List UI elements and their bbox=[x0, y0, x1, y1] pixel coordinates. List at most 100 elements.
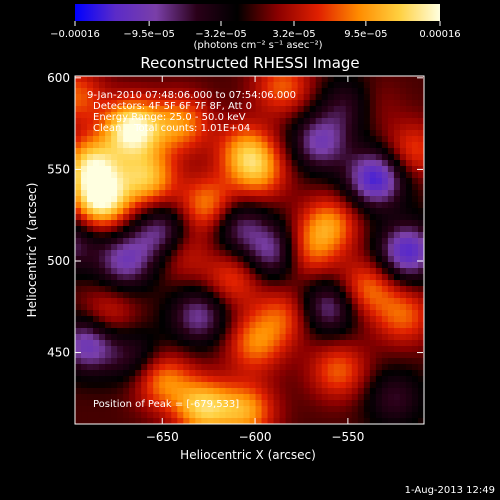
heatmap-cell bbox=[387, 406, 395, 413]
heatmap-cell bbox=[357, 184, 365, 191]
heatmap-cell bbox=[219, 232, 227, 239]
heatmap-cell bbox=[177, 340, 184, 347]
heatmap-cell bbox=[417, 88, 424, 95]
heatmap-cell bbox=[249, 196, 257, 203]
heatmap-cell bbox=[99, 394, 106, 401]
heatmap-cell bbox=[243, 412, 251, 419]
heatmap-cell bbox=[303, 382, 311, 389]
heatmap-cell bbox=[321, 88, 329, 95]
heatmap-cell bbox=[279, 376, 287, 383]
heatmap-cell bbox=[339, 190, 347, 197]
heatmap-cell bbox=[117, 418, 124, 424]
heatmap-cell bbox=[255, 388, 263, 395]
heatmap-cell bbox=[279, 280, 287, 287]
heatmap-cell bbox=[135, 214, 142, 221]
heatmap-cell bbox=[111, 394, 118, 401]
heatmap-cell bbox=[273, 142, 281, 149]
heatmap-cell bbox=[207, 280, 214, 287]
heatmap-cell bbox=[213, 400, 221, 407]
heatmap-cell bbox=[255, 358, 263, 365]
heatmap-cell bbox=[375, 400, 383, 407]
heatmap-cell bbox=[405, 118, 413, 125]
heatmap-cell bbox=[375, 136, 383, 143]
heatmap-cell bbox=[147, 382, 154, 389]
heatmap-cell bbox=[207, 160, 214, 167]
heatmap-cell bbox=[393, 364, 401, 371]
heatmap-cell bbox=[213, 166, 221, 173]
heatmap-cell bbox=[369, 316, 377, 323]
heatmap-cell bbox=[171, 88, 178, 95]
heatmap-cell bbox=[279, 238, 287, 245]
heatmap-cell bbox=[87, 160, 94, 167]
heatmap-cell bbox=[111, 346, 118, 353]
heatmap-cell bbox=[183, 76, 190, 83]
heatmap-cell bbox=[327, 202, 335, 209]
heatmap-cell bbox=[291, 178, 299, 185]
heatmap-cell bbox=[267, 358, 275, 365]
heatmap-cell bbox=[291, 94, 299, 101]
heatmap-cell bbox=[339, 148, 347, 155]
heatmap-cell bbox=[111, 190, 118, 197]
heatmap-cell bbox=[297, 406, 305, 413]
heatmap-cell bbox=[345, 382, 353, 389]
heatmap-cell bbox=[207, 274, 214, 281]
heatmap-cell bbox=[93, 124, 100, 131]
heatmap-cell bbox=[321, 130, 329, 137]
heatmap-cell bbox=[303, 280, 311, 287]
heatmap-cell bbox=[279, 166, 287, 173]
heatmap-cell bbox=[237, 88, 245, 95]
heatmap-cell bbox=[309, 106, 317, 113]
heatmap-cell bbox=[315, 112, 323, 119]
heatmap-cell bbox=[357, 214, 365, 221]
heatmap-cell bbox=[111, 88, 118, 95]
heatmap-cell bbox=[123, 352, 130, 359]
heatmap-cell bbox=[111, 238, 118, 245]
heatmap-cell bbox=[135, 370, 142, 377]
heatmap-cell bbox=[411, 400, 419, 407]
heatmap-cell bbox=[87, 418, 94, 424]
heatmap-cell bbox=[291, 226, 299, 233]
heatmap-cell bbox=[357, 280, 365, 287]
heatmap-cell bbox=[405, 412, 413, 419]
heatmap-cell bbox=[87, 340, 94, 347]
heatmap-cell bbox=[237, 130, 245, 137]
heatmap-cell bbox=[153, 88, 160, 95]
heatmap-cell bbox=[147, 190, 154, 197]
heatmap-cell bbox=[273, 262, 281, 269]
heatmap-cell bbox=[93, 232, 100, 239]
heatmap-cell bbox=[141, 286, 148, 293]
heatmap-cell bbox=[279, 160, 287, 167]
heatmap-cell bbox=[117, 178, 124, 185]
heatmap-cell bbox=[357, 412, 365, 419]
heatmap-cell bbox=[135, 208, 142, 215]
heatmap-cell bbox=[99, 82, 106, 89]
heatmap-cell bbox=[111, 148, 118, 155]
heatmap-cell bbox=[81, 172, 88, 179]
heatmap-cell bbox=[171, 76, 178, 83]
heatmap-cell bbox=[405, 388, 413, 395]
heatmap-cell bbox=[231, 238, 239, 245]
heatmap-cell bbox=[93, 280, 100, 287]
heatmap-cell bbox=[243, 232, 251, 239]
heatmap-cell bbox=[75, 370, 82, 377]
heatmap-cell bbox=[399, 358, 407, 365]
heatmap-cell bbox=[345, 94, 353, 101]
heatmap-cell bbox=[261, 154, 269, 161]
heatmap-cell bbox=[195, 250, 202, 257]
heatmap-cell bbox=[99, 136, 106, 143]
heatmap-cell bbox=[297, 94, 305, 101]
heatmap-cell bbox=[165, 130, 172, 137]
heatmap-cell bbox=[81, 400, 88, 407]
heatmap-cell bbox=[135, 322, 142, 329]
heatmap-cell bbox=[87, 388, 94, 395]
heatmap-cell bbox=[315, 412, 323, 419]
heatmap-cell bbox=[99, 406, 106, 413]
heatmap-cell bbox=[177, 202, 184, 209]
heatmap-cell bbox=[177, 238, 184, 245]
heatmap-cell bbox=[303, 148, 311, 155]
heatmap-cell bbox=[375, 310, 383, 317]
heatmap-cell bbox=[399, 184, 407, 191]
heatmap-cell bbox=[339, 226, 347, 233]
heatmap-cell bbox=[339, 370, 347, 377]
heatmap-cell bbox=[201, 124, 208, 131]
